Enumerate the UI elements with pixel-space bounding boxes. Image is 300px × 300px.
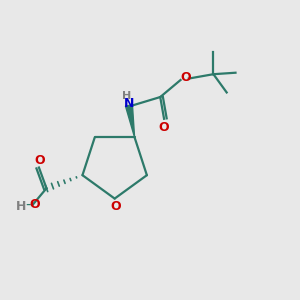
Polygon shape <box>125 105 135 137</box>
Text: O: O <box>29 197 40 211</box>
Text: N: N <box>124 97 134 110</box>
Text: O: O <box>158 121 169 134</box>
Text: O: O <box>34 154 45 167</box>
Text: H: H <box>16 200 26 213</box>
Text: O: O <box>111 200 122 213</box>
Text: H: H <box>122 91 131 101</box>
Text: O: O <box>181 70 191 84</box>
Text: -: - <box>26 197 31 212</box>
